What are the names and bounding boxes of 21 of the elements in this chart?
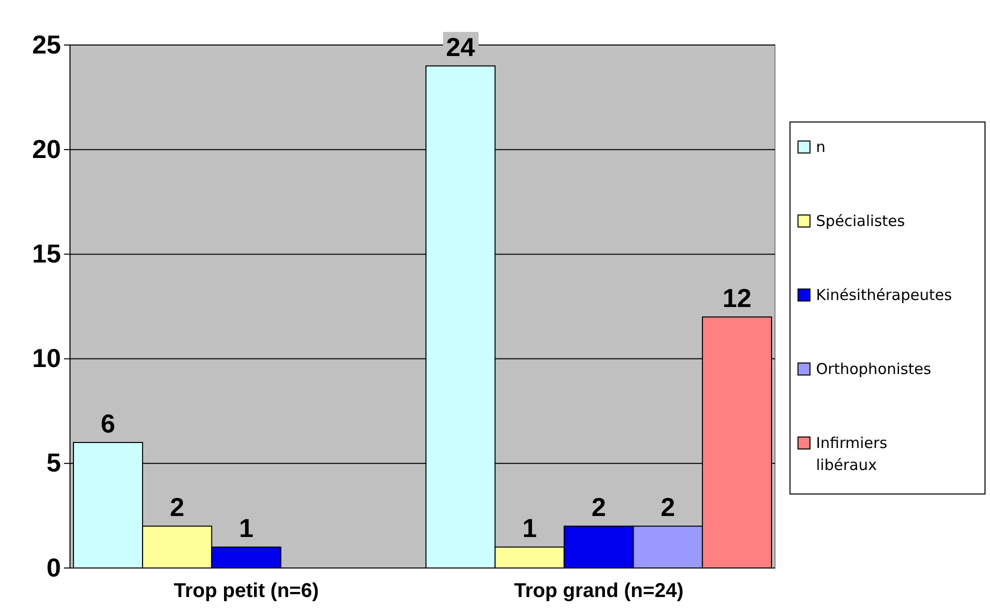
data-label: 2 bbox=[592, 492, 606, 522]
y-tick-label: 10 bbox=[32, 343, 61, 374]
legend-label: Infirmiers libéraux bbox=[816, 434, 888, 474]
x-tick-label: Trop petit (n=6) bbox=[174, 580, 319, 602]
y-tick-label: 0 bbox=[46, 552, 61, 582]
data-label: 1 bbox=[522, 513, 537, 544]
x-tick-label: Trop grand (n=24) bbox=[514, 580, 684, 602]
legend-label: Spécialistes bbox=[816, 212, 906, 230]
legend-label: Kinésithérapeutes bbox=[816, 286, 952, 304]
y-tick-label: 5 bbox=[46, 448, 61, 478]
y-tick-label: 20 bbox=[32, 134, 61, 164]
y-tick-label: 25 bbox=[32, 29, 61, 60]
data-label: 1 bbox=[239, 513, 254, 544]
legend-label: Orthophonistes bbox=[816, 360, 932, 378]
legend-label: n bbox=[816, 138, 826, 156]
data-label: 12 bbox=[722, 282, 752, 313]
data-label: 2 bbox=[660, 492, 676, 522]
y-tick-label: 15 bbox=[32, 238, 61, 269]
data-label: 24 bbox=[446, 32, 476, 62]
data-label: 6 bbox=[100, 408, 116, 438]
data-label: 2 bbox=[170, 492, 184, 522]
